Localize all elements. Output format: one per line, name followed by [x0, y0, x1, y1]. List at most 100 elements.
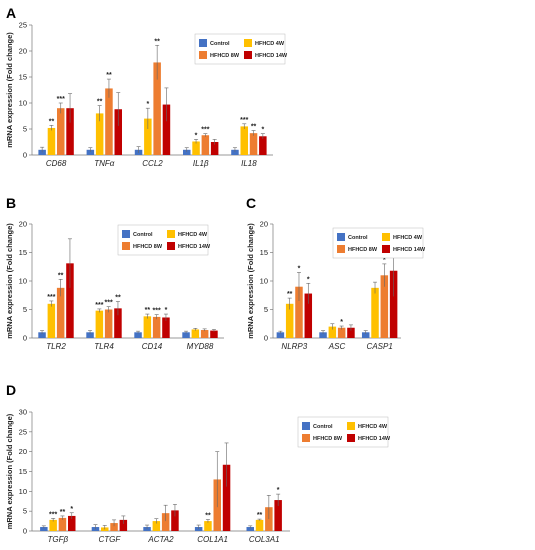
y-tick-label: 0 [23, 151, 27, 160]
legend-label: HFHCD 14W [358, 436, 391, 442]
significance-marker: *** [95, 302, 103, 309]
significance-marker: ** [287, 291, 293, 298]
significance-marker: * [261, 127, 264, 134]
significance-marker: * [277, 487, 280, 494]
y-tick-label: 20 [19, 220, 27, 229]
panel-letter: B [6, 195, 16, 211]
x-category-label: CCL2 [142, 159, 163, 168]
panel-letter: D [6, 382, 16, 398]
y-tick-label: 20 [19, 447, 27, 456]
x-category-label: CD68 [46, 159, 67, 168]
bar [249, 133, 258, 155]
legend-swatch [302, 422, 310, 430]
bar [295, 286, 303, 338]
significance-marker: *** [240, 117, 248, 124]
bar [274, 500, 282, 531]
x-category-label: COL1A1 [197, 535, 228, 544]
bar [40, 527, 48, 531]
significance-marker: *** [201, 127, 209, 134]
y-tick-label: 10 [19, 99, 27, 108]
significance-marker: * [70, 506, 73, 513]
y-tick-label: 15 [19, 467, 27, 476]
bar [210, 142, 219, 155]
bar [68, 515, 76, 531]
x-category-label: ACTA2 [147, 535, 174, 544]
legend-swatch [167, 242, 175, 250]
legend-box [297, 416, 389, 448]
significance-marker: * [383, 257, 386, 264]
bar [143, 316, 152, 338]
legend-box [194, 33, 286, 65]
bar [328, 326, 337, 338]
bar [38, 332, 46, 338]
bar [66, 108, 74, 155]
bar [161, 513, 170, 531]
panel-letter: A [6, 5, 16, 21]
legend-swatch [337, 233, 345, 241]
legend-label: HFHCD 14W [178, 244, 211, 250]
legend-swatch [347, 434, 355, 442]
legend-swatch [244, 39, 252, 47]
legend-swatch [302, 434, 310, 442]
bar [222, 464, 231, 531]
significance-marker: ** [115, 295, 121, 302]
bar [152, 316, 161, 338]
significance-marker: * [340, 319, 343, 326]
legend-swatch [122, 242, 130, 250]
legend-label: HFHCD 4W [358, 424, 388, 430]
bar [240, 126, 248, 155]
bar [231, 149, 239, 155]
y-tick-label: 15 [260, 248, 268, 257]
y-tick-label: 10 [19, 277, 27, 286]
legend-label: Control [210, 41, 230, 47]
y-tick-label: 15 [19, 73, 27, 82]
bar [371, 287, 379, 338]
bar [210, 330, 218, 338]
bar [49, 519, 57, 531]
bar [304, 293, 313, 338]
significance-marker: ** [106, 72, 112, 79]
legend-label: HFHCD 8W [313, 436, 343, 442]
legend-swatch [382, 233, 390, 241]
y-tick-label: 15 [19, 248, 27, 257]
significance-marker: ** [49, 118, 55, 125]
bar [119, 519, 128, 531]
bar [276, 332, 285, 338]
bar [66, 263, 74, 338]
bar [57, 108, 65, 155]
significance-marker: ** [145, 307, 151, 314]
legend-label: HFHCD 14W [393, 247, 426, 253]
bar [114, 109, 122, 155]
legend-swatch [199, 51, 207, 59]
y-tick-label: 5 [264, 305, 268, 314]
bar [201, 135, 210, 155]
legend-label: Control [313, 424, 333, 430]
significance-marker: *** [49, 511, 57, 518]
y-axis-label: mRNA expression (Fold change) [5, 413, 14, 529]
significance-marker: ** [97, 99, 103, 106]
x-category-label: NLRP3 [281, 342, 307, 351]
significance-marker: ** [154, 38, 160, 45]
legend-label: HFHCD 8W [133, 244, 163, 250]
x-category-label: IL1β [193, 159, 209, 168]
legend-label: HFHCD 4W [178, 232, 208, 238]
bar [171, 510, 179, 531]
x-category-label: COL3A1 [249, 535, 280, 544]
significance-marker: ** [205, 512, 211, 519]
y-tick-label: 10 [19, 487, 27, 496]
legend-swatch [382, 245, 390, 253]
x-category-label: MYD88 [187, 342, 214, 351]
bar [183, 149, 191, 155]
bar [200, 330, 209, 338]
y-tick-label: 20 [260, 220, 268, 229]
significance-marker: ** [60, 509, 66, 516]
significance-marker: * [298, 265, 301, 272]
legend-swatch [167, 230, 175, 238]
bar [104, 309, 113, 338]
significance-marker: * [146, 101, 149, 108]
